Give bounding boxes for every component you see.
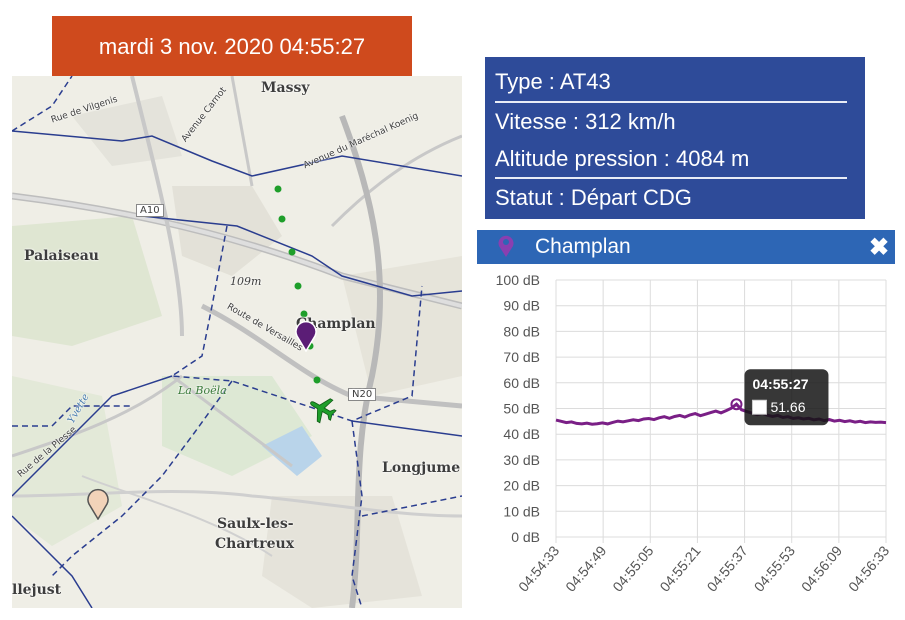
x-tick-label: 04:55:05 [609,542,656,594]
map-pin-icon[interactable] [86,488,110,520]
station-name: Champlan [535,235,631,258]
aircraft-type: Type : AT43 [495,69,611,94]
chart-tooltip: 04:55:27 51.66 [744,369,829,426]
y-tick-label: 30 dB [503,452,540,468]
road-badge-a10: A10 [136,204,164,217]
close-icon[interactable]: ✖ [869,234,890,261]
hover-point-marker [730,398,743,411]
y-tick-label: 60 dB [503,375,540,391]
aircraft-altitude: Altitude pression : 4084 m [495,146,750,171]
noise-series-line [555,402,887,426]
y-tick-label: 70 dB [503,349,540,365]
map-label-longjumeau: Longjume [382,460,461,476]
road-badge-n20: N20 [348,388,377,401]
map-label-saulx-2: Chartreux [215,536,295,552]
divider [495,177,847,179]
map-pin-icon [498,235,514,257]
map-label-massy: Massy [261,80,310,96]
map-label-elevation: 109m [230,275,262,288]
datetime-banner: mardi 3 nov. 2020 04:55:27 [52,16,412,76]
aircraft-status: Statut : Départ CDG [495,185,692,210]
y-tick-label: 0 dB [511,529,540,545]
map-view[interactable]: Massy Palaiseau Champlan Longjume Saulx-… [12,76,462,608]
y-tick-label: 20 dB [503,478,540,494]
x-tick-label: 04:55:21 [656,542,703,594]
aircraft-info-panel: Type : AT43 Vitesse : 312 km/h Altitude … [485,57,865,219]
map-label-saulx-1: Saulx-les- [217,516,294,532]
map-pin-icon[interactable] [294,320,318,352]
y-tick-label: 80 dB [503,323,540,339]
y-axis-labels: 100 dB 90 dB 80 dB 70 dB 60 dB 50 dB 40 dB 30 d… [496,272,540,545]
y-tick-label: 90 dB [503,298,540,314]
map-label-palaiseau: Palaiseau [24,248,99,264]
x-tick-label: 04:55:53 [751,542,798,594]
noise-chart[interactable]: 100 dB 90 dB 80 dB 70 dB 60 dB 50 dB 40 dB 30 d… [477,265,895,610]
x-tick-label: 04:55:37 [704,542,751,594]
y-tick-label: 40 dB [503,426,540,442]
tooltip-time: 04:55:27 [752,376,808,392]
x-tick-label: 04:54:33 [515,542,562,594]
x-axis-labels: 04:54:33 04:54:49 04:55:05 04:55:21 04:55:37… [515,542,892,594]
y-tick-label: 50 dB [503,401,540,417]
station-panel-header: Champlan ✖ [477,230,895,264]
x-tick-label: 04:56:09 [798,542,845,594]
divider [495,101,847,103]
flight-track [274,185,321,384]
map-label-ballainvilliers: llejust [12,582,62,598]
x-tick-label: 04:56:33 [845,542,892,594]
aircraft-speed: Vitesse : 312 km/h [495,109,676,134]
x-tick-label: 04:54:49 [562,542,609,594]
airplane-icon[interactable] [307,394,337,424]
y-tick-label: 100 dB [496,272,540,288]
map-label-la-boela: La Boëla [178,384,227,397]
tooltip-value: 51.66 [770,399,805,415]
y-tick-label: 10 dB [503,503,540,519]
